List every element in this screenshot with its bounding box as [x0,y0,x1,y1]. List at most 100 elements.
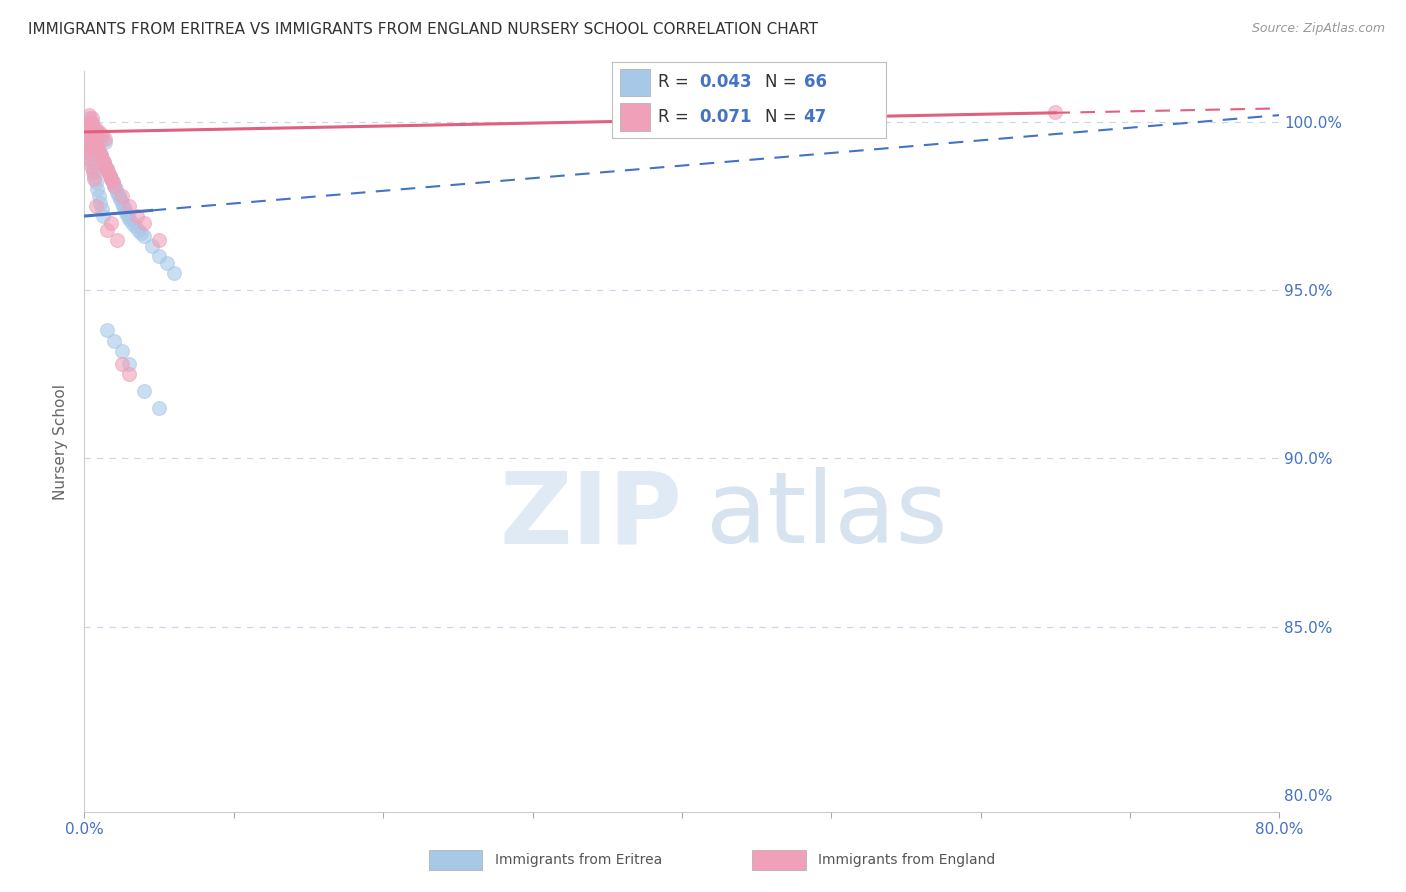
Point [87,189,110,203]
Point [79,152,101,166]
Text: 0.043: 0.043 [699,73,752,91]
Text: 66: 66 [804,73,827,91]
Point [103,178,125,193]
Point [82,118,104,132]
Point [87,142,110,156]
Point [163,266,186,280]
Point [118,368,141,382]
Point [82,121,104,136]
Text: 0.071: 0.071 [699,108,752,126]
Point [91,131,114,145]
Point [96,161,118,176]
Point [117,209,139,223]
Point [105,233,128,247]
Point [103,178,125,193]
Point [87,142,110,156]
Text: R =: R = [658,73,695,91]
Point [90,202,112,217]
Point [118,212,141,227]
Text: IMMIGRANTS FROM ERITREA VS IMMIGRANTS FROM ENGLAND NURSERY SCHOOL CORRELATION CH: IMMIGRANTS FROM ERITREA VS IMMIGRANTS FR… [28,22,818,37]
Point [77,112,100,126]
Point [121,216,143,230]
Point [114,202,136,217]
Point [80,128,103,143]
Point [118,357,141,371]
Point [129,226,152,240]
Point [77,121,100,136]
Bar [620,103,650,130]
Point [77,108,100,122]
Point [89,195,111,210]
Point [75,135,97,149]
Point [112,199,135,213]
Point [76,138,98,153]
Point [124,219,146,234]
Point [90,148,112,162]
Point [103,334,125,348]
Point [83,172,105,186]
Point [132,229,156,244]
Point [82,131,104,145]
Point [132,384,156,398]
Point [100,216,122,230]
Point [91,209,114,223]
Point [82,161,104,176]
Y-axis label: Nursery School: Nursery School [53,384,69,500]
Point [98,169,121,183]
Point [76,118,98,132]
Point [86,138,108,153]
Point [111,195,134,210]
Point [76,138,98,153]
Point [132,216,156,230]
Point [89,125,111,139]
Point [93,155,115,169]
Point [110,192,132,206]
Point [100,172,122,186]
Point [115,205,138,219]
Point [91,152,114,166]
Point [90,148,112,162]
Point [94,159,117,173]
Point [111,357,134,371]
Point [125,209,148,223]
Point [101,175,124,189]
Point [96,323,118,337]
Point [127,222,149,236]
Point [83,135,105,149]
Text: atlas: atlas [706,467,948,564]
Point [80,128,103,143]
Point [105,186,128,200]
Point [86,121,108,136]
Point [89,128,111,143]
Point [77,142,100,156]
Point [111,343,134,358]
Point [148,401,170,415]
Point [97,165,120,179]
Point [83,135,105,149]
Point [94,159,117,173]
Point [79,125,101,139]
Point [107,189,129,203]
Point [98,169,121,183]
Point [118,199,141,213]
Point [80,159,103,173]
Point [93,155,115,169]
Point [141,239,163,253]
Point [91,152,114,166]
Point [94,131,117,145]
Point [84,175,107,189]
Point [86,199,108,213]
Text: Immigrants from Eritrea: Immigrants from Eritrea [495,853,662,867]
Text: ZIP: ZIP [499,467,682,564]
Point [89,145,111,160]
Point [79,148,101,162]
Point [96,161,118,176]
Point [75,131,97,145]
Point [79,118,101,132]
Bar [620,69,650,95]
Point [89,145,111,160]
Point [91,128,114,143]
Point [77,145,100,160]
Point [86,138,108,153]
Point [148,233,170,247]
